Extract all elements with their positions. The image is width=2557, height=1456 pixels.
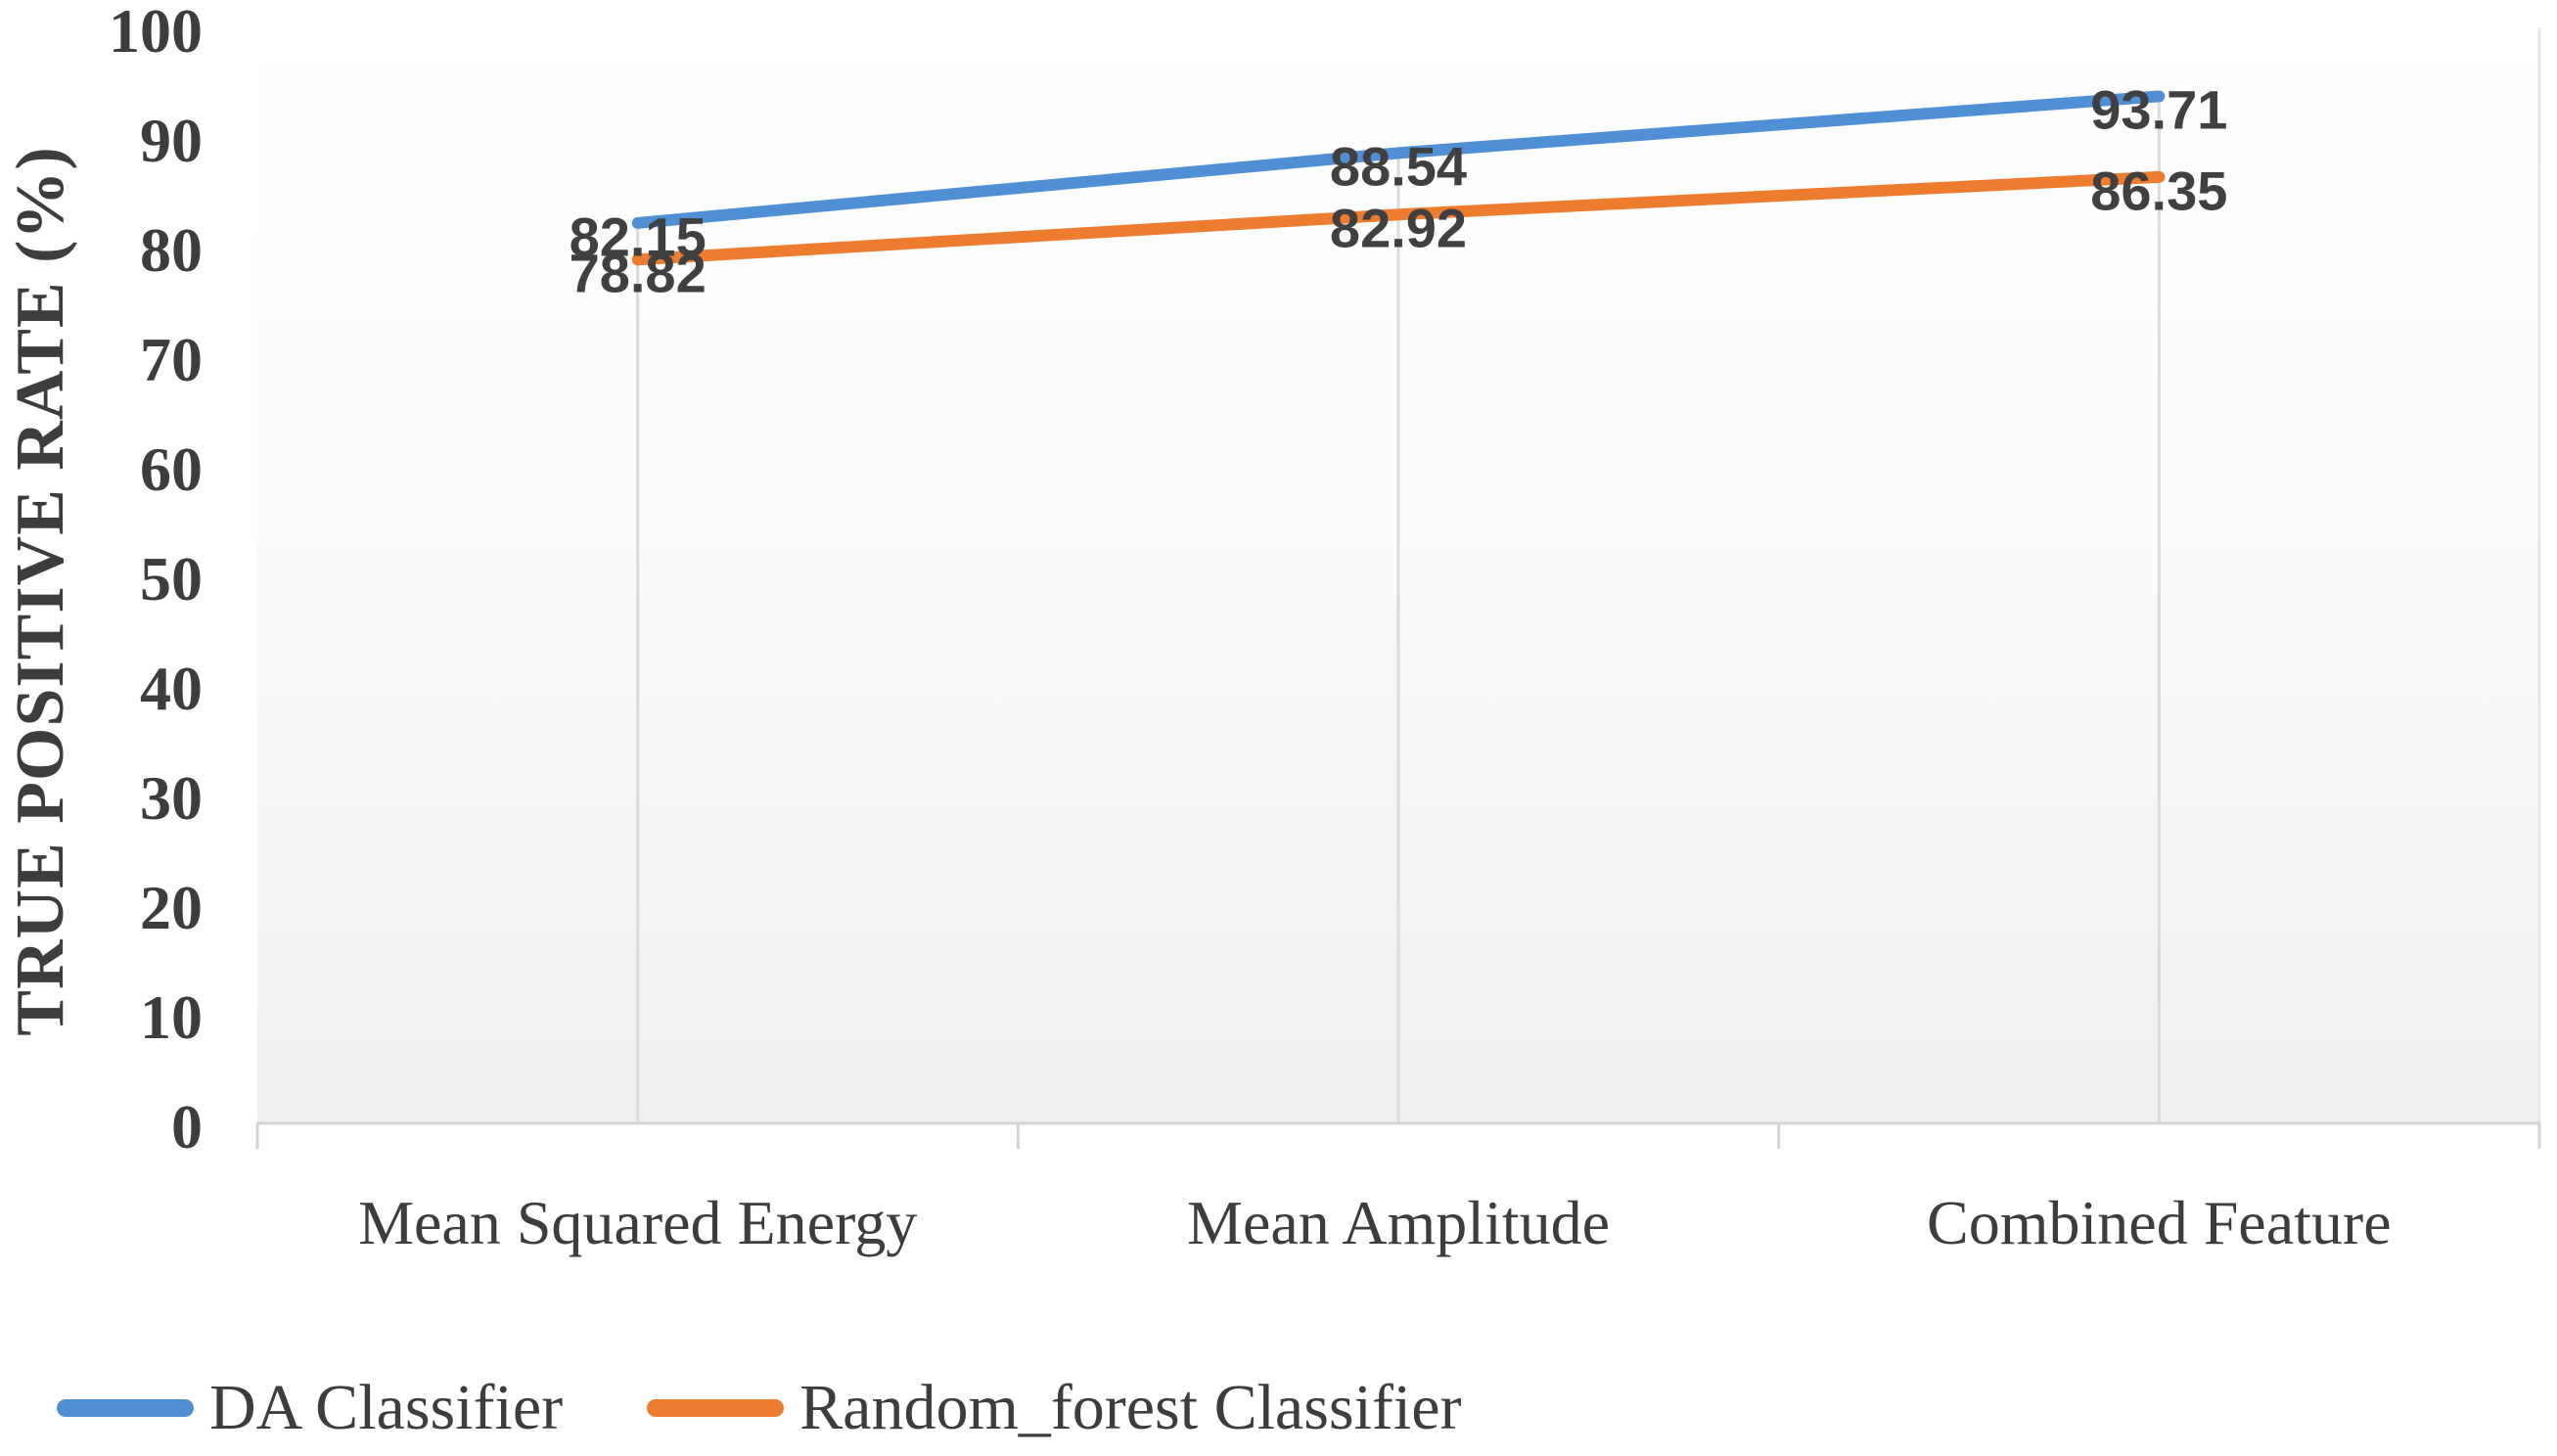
data-label-da-classifier: 88.54	[1329, 135, 1468, 198]
legend: DA Classifier Random_forest Classifier	[57, 1364, 1462, 1452]
y-axis-title: TRUE POSITIVE RATE (%)	[3, 146, 78, 1036]
y-tick-label: 90	[140, 106, 203, 175]
y-tick-label: 10	[140, 982, 203, 1052]
series-line-random-forest-classifier	[631, 170, 2166, 266]
data-label-da-classifier: 93.71	[2090, 78, 2228, 141]
x-category-label: Mean Squared Energy	[358, 1188, 918, 1257]
data-label-random-forest-classifier: 82.92	[1329, 197, 1468, 259]
y-tick-label: 60	[140, 434, 203, 504]
x-category-label: Mean Amplitude	[1187, 1188, 1610, 1257]
data-label-random-forest-classifier: 78.82	[569, 242, 707, 304]
data-label-da-classifier: 82.15	[569, 205, 707, 268]
legend-item-random-forest-classifier: Random_forest Classifier	[647, 1364, 1462, 1452]
series-line-da-classifier	[631, 90, 2166, 229]
y-tick-label: 80	[140, 215, 203, 285]
legend-item-da-classifier: DA Classifier	[57, 1364, 563, 1452]
legend-line-swatch	[57, 1399, 194, 1417]
y-tick-label: 100	[109, 0, 203, 66]
legend-line-swatch	[647, 1399, 785, 1417]
legend-label: DA Classifier	[209, 1372, 564, 1443]
y-tick-label: 30	[140, 763, 203, 833]
y-tick-label: 0	[171, 1092, 203, 1161]
y-tick-label: 40	[140, 654, 203, 723]
data-label-random-forest-classifier: 86.35	[2090, 159, 2228, 222]
y-tick-label: 70	[140, 325, 203, 394]
y-tick-label: 50	[140, 544, 203, 614]
x-category-label: Combined Feature	[1927, 1188, 2392, 1257]
y-tick-label: 20	[140, 873, 203, 942]
legend-label: Random_forest Classifier	[799, 1372, 1462, 1443]
